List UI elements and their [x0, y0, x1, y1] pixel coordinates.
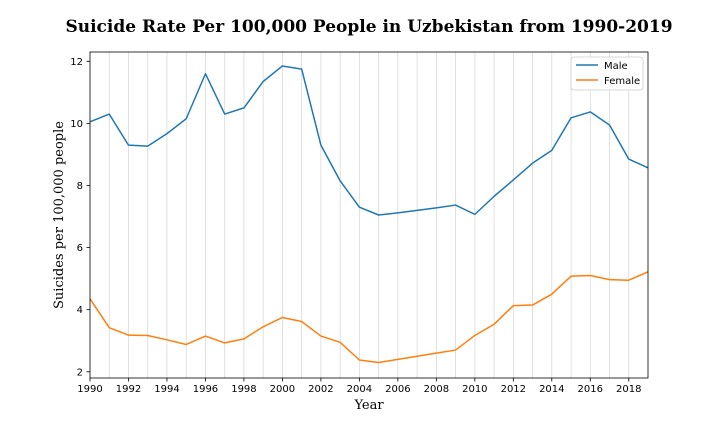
x-axis-label: Year	[353, 398, 384, 413]
x-tick-label: 2004	[347, 384, 372, 395]
x-tick-label: 2016	[578, 384, 603, 395]
legend-label-female: Female	[604, 76, 640, 87]
y-tick-label: 12	[70, 57, 83, 68]
x-tick-label: 2010	[462, 384, 487, 395]
x-axis-ticks: 1990 1992 1994 1996 1998 2000 2002 2004 2006 2008…	[77, 378, 641, 395]
x-tick-label: 1998	[231, 384, 256, 395]
x-tick-label: 1990	[77, 384, 102, 395]
y-tick-label: 10	[70, 119, 83, 130]
series-line-female	[89, 271, 649, 364]
y-tick-label: 4	[77, 305, 83, 316]
y-tick-label: 2	[77, 367, 83, 378]
legend: Male Female	[570, 56, 644, 91]
x-tick-label: 2018	[616, 384, 641, 395]
gridlines	[108, 52, 630, 378]
x-tick-label: 2014	[539, 384, 564, 395]
y-axis-ticks: 2 4 6 8 10 12	[70, 57, 90, 378]
x-tick-label: 2000	[270, 384, 295, 395]
x-tick-label: 2012	[501, 384, 526, 395]
legend-label-male: Male	[604, 61, 628, 72]
x-tick-label: 2008	[424, 384, 449, 395]
series-lines	[89, 65, 649, 364]
y-tick-label: 6	[77, 243, 83, 254]
y-axis-label: Suicides per 100,000 people	[52, 121, 67, 309]
chart-title: Suicide Rate Per 100,000 People in Uzbek…	[65, 17, 672, 37]
x-tick-label: 2002	[308, 384, 333, 395]
series-line-male	[89, 65, 649, 216]
x-tick-label: 1994	[154, 384, 179, 395]
y-tick-label: 8	[77, 181, 83, 192]
x-tick-label: 2006	[385, 384, 410, 395]
x-tick-label: 1996	[193, 384, 218, 395]
plot-frame	[89, 51, 649, 379]
x-tick-label: 1992	[116, 384, 141, 395]
